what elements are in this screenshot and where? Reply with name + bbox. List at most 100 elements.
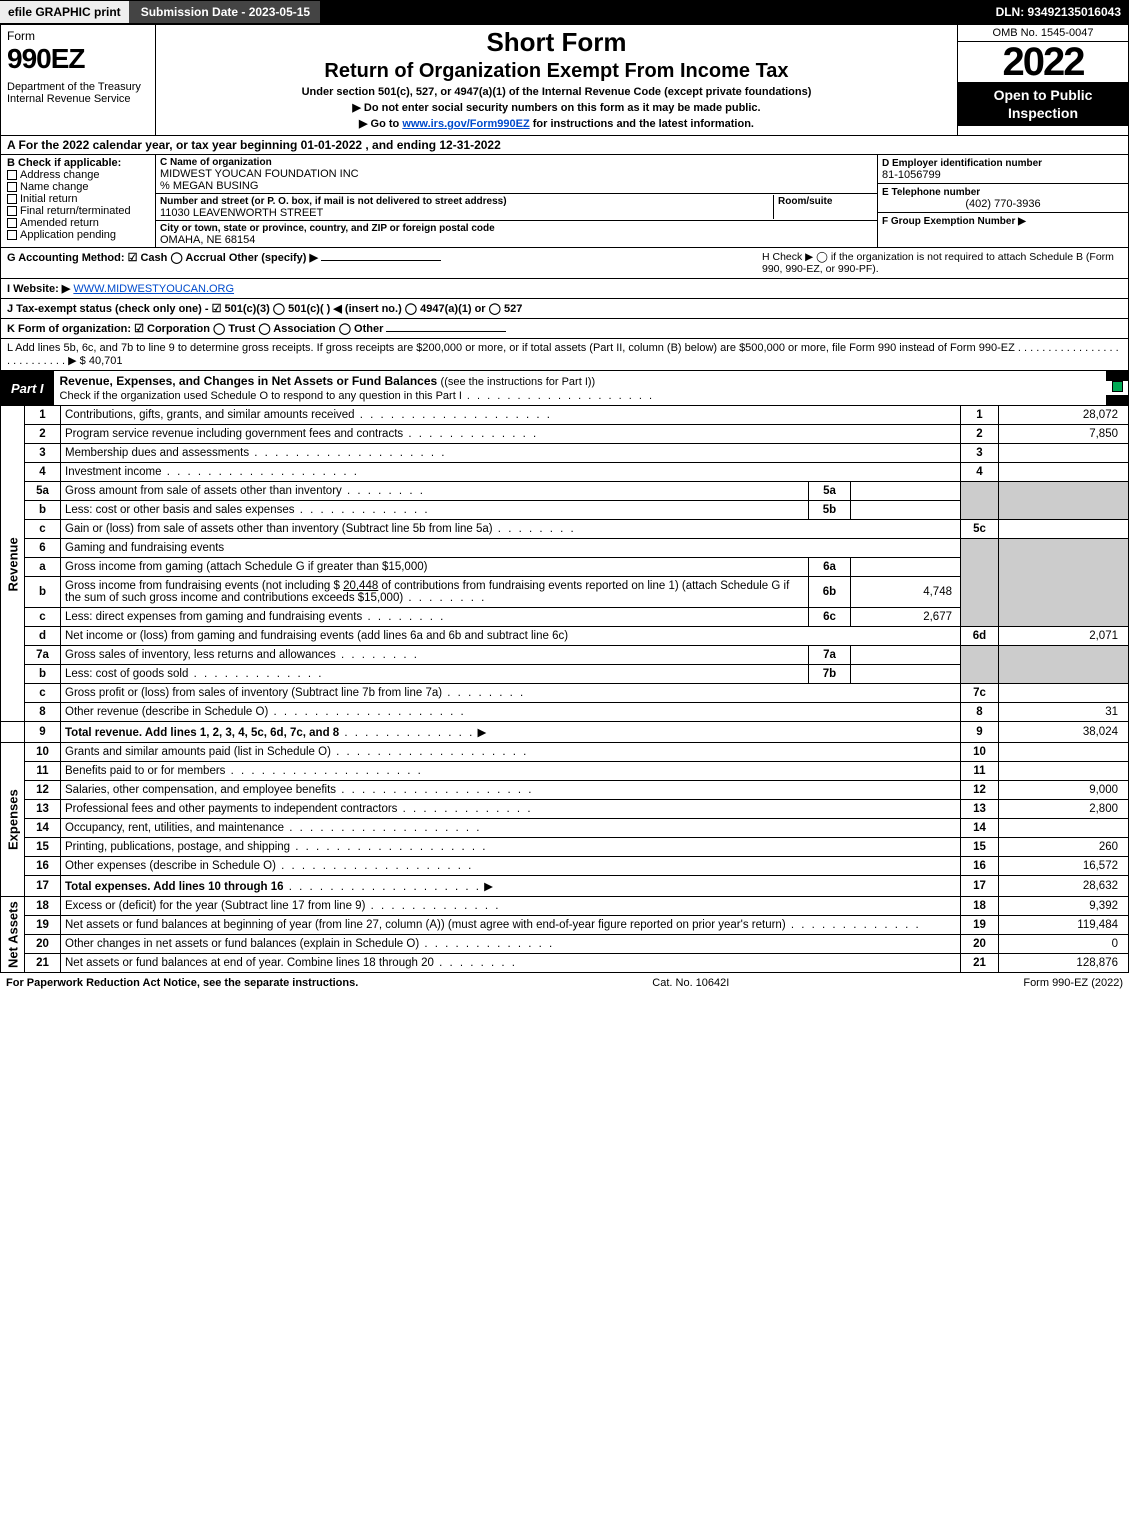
cb-address-change[interactable]	[7, 170, 17, 180]
cb-application-pending[interactable]	[7, 230, 17, 240]
line-19-val: 119,484	[999, 916, 1129, 935]
line-11-desc: Benefits paid to or for members	[65, 765, 225, 777]
efile-print-button[interactable]: efile GRAPHIC print	[0, 1, 131, 23]
org-info-grid: B Check if applicable: Address change Na…	[0, 155, 1129, 248]
col-b-checkboxes: B Check if applicable: Address change Na…	[1, 155, 156, 247]
line-13-desc: Professional fees and other payments to …	[65, 803, 397, 815]
line-4-val	[999, 463, 1129, 482]
line-6-desc: Gaming and fundraising events	[65, 542, 224, 554]
paperwork-notice: For Paperwork Reduction Act Notice, see …	[6, 977, 358, 989]
submission-date-button[interactable]: Submission Date - 2023-05-15	[131, 1, 320, 23]
form-header: Form 990EZ Department of the Treasury In…	[0, 24, 1129, 136]
line-7b-sval	[851, 665, 961, 684]
part-1-note: Check if the organization used Schedule …	[60, 390, 462, 402]
short-form-title: Short Form	[164, 27, 949, 58]
i-label: I Website: ▶	[7, 283, 70, 295]
org-name: MIDWEST YOUCAN FOUNDATION INC	[160, 168, 359, 180]
dln-label: DLN: 93492135016043	[988, 5, 1129, 19]
line-6a-num: a	[25, 558, 61, 577]
line-1-num: 1	[25, 406, 61, 425]
line-7b-num: b	[25, 665, 61, 684]
opt-application-pending: Application pending	[20, 229, 116, 241]
line-15-val: 260	[999, 838, 1129, 857]
f-group-label: F Group Exemption Number ▶	[882, 216, 1026, 227]
expenses-vlabel: Expenses	[1, 743, 25, 897]
cb-name-change[interactable]	[7, 182, 17, 192]
line-7c-num: c	[25, 684, 61, 703]
line-18-num: 18	[25, 897, 61, 916]
line-21-val: 128,876	[999, 954, 1129, 973]
line-19-desc: Net assets or fund balances at beginning…	[65, 919, 786, 931]
d-ein-label: D Employer identification number	[882, 158, 1042, 169]
line-8-box: 8	[961, 703, 999, 722]
org-care-of: % MEGAN BUSING	[160, 180, 258, 192]
line-5c-val	[999, 520, 1129, 539]
line-14-desc: Occupancy, rent, utilities, and maintena…	[65, 822, 284, 834]
cb-initial-return[interactable]	[7, 194, 17, 204]
line-5a-num: 5a	[25, 482, 61, 501]
line-13-num: 13	[25, 800, 61, 819]
col-def: D Employer identification number 81-1056…	[878, 155, 1128, 247]
line-5c-num: c	[25, 520, 61, 539]
line-14-box: 14	[961, 819, 999, 838]
g-accounting: G Accounting Method: ☑ Cash ◯ Accrual Ot…	[7, 252, 318, 264]
line-15-box: 15	[961, 838, 999, 857]
line-5b-sval	[851, 501, 961, 520]
dept-label: Department of the Treasury Internal Reve…	[7, 81, 149, 105]
line-4-num: 4	[25, 463, 61, 482]
line-6d-num: d	[25, 627, 61, 646]
line-21-desc: Net assets or fund balances at end of ye…	[65, 957, 434, 969]
line-13-box: 13	[961, 800, 999, 819]
line-5ab-greybox	[961, 482, 999, 520]
line-11-box: 11	[961, 762, 999, 781]
part-1-tag: Part I	[1, 378, 54, 399]
line-6d-val: 2,071	[999, 627, 1129, 646]
cb-final-return[interactable]	[7, 206, 17, 216]
c-name-label: C Name of organization	[160, 157, 272, 168]
line-13-val: 2,800	[999, 800, 1129, 819]
line-12-desc: Salaries, other compensation, and employ…	[65, 784, 336, 796]
line-3-desc: Membership dues and assessments	[65, 447, 249, 459]
line-8-num: 8	[25, 703, 61, 722]
line-10-num: 10	[25, 743, 61, 762]
return-title: Return of Organization Exempt From Incom…	[164, 60, 949, 83]
phone-value: (402) 770-3936	[882, 198, 1124, 210]
row-l-gross-receipts: L Add lines 5b, 6c, and 7b to line 9 to …	[0, 339, 1129, 371]
line-6a-desc: Gross income from gaming (attach Schedul…	[65, 561, 427, 573]
line-6d-desc: Net income or (loss) from gaming and fun…	[65, 630, 568, 642]
line-20-num: 20	[25, 935, 61, 954]
line-4-box: 4	[961, 463, 999, 482]
spacer-cell	[1, 722, 25, 743]
line-1-desc: Contributions, gifts, grants, and simila…	[65, 409, 355, 421]
website-link[interactable]: WWW.MIDWESTYOUCAN.ORG	[73, 283, 234, 295]
line-8-val: 31	[999, 703, 1129, 722]
line-4-desc: Investment income	[65, 466, 162, 478]
part-1-schedule-o-checkbox[interactable]	[1112, 381, 1123, 392]
cb-amended-return[interactable]	[7, 218, 17, 228]
line-18-desc: Excess or (deficit) for the year (Subtra…	[65, 900, 365, 912]
line-6-greyval	[999, 539, 1129, 627]
line-17-box: 17	[961, 876, 999, 897]
line-6b-amount-underline: 20,448	[343, 580, 378, 592]
h-schedule-b: H Check ▶ ◯ if the organization is not r…	[762, 251, 1122, 275]
line-21-num: 21	[25, 954, 61, 973]
line-3-box: 3	[961, 444, 999, 463]
col-c-org: C Name of organization MIDWEST YOUCAN FO…	[156, 155, 878, 247]
line-7ab-greyval	[999, 646, 1129, 684]
opt-address-change: Address change	[20, 169, 100, 181]
line-5a-sval	[851, 482, 961, 501]
line-5a-sbox: 5a	[809, 482, 851, 501]
line-20-desc: Other changes in net assets or fund bala…	[65, 938, 419, 950]
k-text: K Form of organization: ☑ Corporation ◯ …	[7, 323, 383, 335]
line-5c-box: 5c	[961, 520, 999, 539]
cat-no: Cat. No. 10642I	[358, 977, 1023, 989]
line-11-val	[999, 762, 1129, 781]
part-1-header: Part I Revenue, Expenses, and Changes in…	[0, 371, 1129, 406]
go-to-note: ▶ Go to www.irs.gov/Form990EZ for instru…	[164, 117, 949, 130]
line-7c-val	[999, 684, 1129, 703]
line-5c-desc: Gain or (loss) from sale of assets other…	[65, 523, 493, 535]
opt-name-change: Name change	[20, 181, 89, 193]
irs-link[interactable]: www.irs.gov/Form990EZ	[402, 118, 529, 130]
row-j-tax-exempt: J Tax-exempt status (check only one) - ☑…	[0, 299, 1129, 319]
part-1-title: Revenue, Expenses, and Changes in Net As…	[60, 374, 438, 388]
